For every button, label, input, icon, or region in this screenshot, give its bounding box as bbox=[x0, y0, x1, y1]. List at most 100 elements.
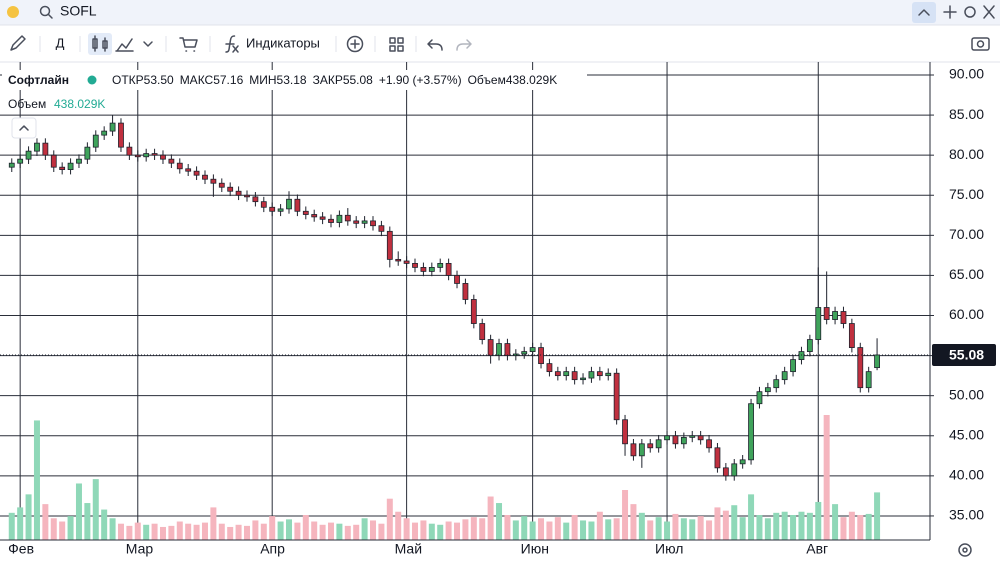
legend-toggle[interactable] bbox=[11, 117, 37, 139]
candle-body bbox=[680, 436, 687, 445]
volume-bar bbox=[622, 490, 629, 540]
screenshot-icon[interactable] bbox=[971, 37, 990, 51]
volume-bar bbox=[731, 505, 738, 540]
y-tick-label: 60.00 bbox=[949, 306, 984, 322]
volume-bar bbox=[319, 524, 326, 540]
volume-bar bbox=[756, 515, 763, 540]
volume-bar bbox=[25, 494, 32, 540]
settings-icon[interactable] bbox=[958, 543, 972, 557]
redo-icon[interactable] bbox=[456, 39, 472, 51]
indicators-button[interactable]: Индикаторы bbox=[246, 35, 320, 50]
candle-body bbox=[874, 354, 880, 369]
candle-body bbox=[168, 158, 175, 164]
volume-bar bbox=[395, 511, 402, 540]
cart-icon[interactable] bbox=[179, 37, 198, 52]
volume-bar bbox=[151, 523, 158, 540]
settings-icon[interactable] bbox=[964, 6, 976, 18]
undo-icon[interactable] bbox=[427, 39, 443, 51]
candle-body bbox=[647, 443, 654, 449]
candle-body bbox=[185, 168, 192, 172]
volume-bar bbox=[714, 507, 721, 540]
volume-bar bbox=[201, 522, 208, 540]
volume-bar bbox=[865, 513, 872, 540]
volume-bar bbox=[428, 523, 435, 540]
candle-body bbox=[118, 122, 124, 148]
volume-bar bbox=[336, 523, 343, 540]
layout-icon[interactable] bbox=[389, 37, 404, 52]
instrument-name: Софтлайн bbox=[8, 73, 69, 87]
volume-bar bbox=[386, 498, 393, 540]
candle-body bbox=[193, 170, 200, 176]
candles-button[interactable] bbox=[88, 33, 112, 55]
candle-body bbox=[176, 162, 183, 170]
candle-body bbox=[571, 371, 578, 381]
volume-bar bbox=[806, 512, 813, 540]
legend-bg bbox=[2, 70, 587, 90]
status-dot bbox=[7, 6, 19, 18]
volume-bar bbox=[168, 525, 175, 540]
candle-body bbox=[790, 359, 796, 373]
chevron-down[interactable] bbox=[143, 41, 153, 47]
volume-bar bbox=[496, 503, 503, 540]
legend-item: МИН53.18 bbox=[249, 73, 307, 87]
volume-bar bbox=[328, 522, 335, 540]
candle-body bbox=[588, 371, 595, 379]
timeframe[interactable]: Д bbox=[56, 35, 65, 50]
volume-bar bbox=[672, 513, 679, 540]
add-icon[interactable] bbox=[943, 5, 957, 19]
candle-body bbox=[202, 174, 208, 180]
y-tick-label: 40.00 bbox=[949, 467, 984, 483]
candle-body bbox=[823, 307, 830, 320]
volume-bar bbox=[8, 512, 15, 540]
volume-bar bbox=[748, 494, 755, 540]
candle-body bbox=[109, 122, 116, 132]
y-tick-label: 70.00 bbox=[949, 226, 984, 242]
volume-bar bbox=[664, 521, 671, 540]
indicators-icon[interactable] bbox=[225, 35, 239, 53]
ohlc-legend: ОТКР53.50 МАКС57.16 МИН53.18 ЗАКР55.08 +1.90… bbox=[112, 73, 557, 87]
candle-body bbox=[336, 214, 343, 223]
compare-icon[interactable] bbox=[346, 35, 364, 53]
candle-body bbox=[328, 218, 334, 223]
candle-body bbox=[630, 443, 637, 457]
volume-bar bbox=[412, 522, 419, 540]
candle-body bbox=[512, 353, 519, 356]
search-icon[interactable] bbox=[39, 5, 53, 19]
volume-bar bbox=[285, 519, 292, 540]
last-price-label: 55.08 bbox=[949, 347, 984, 363]
candle-body bbox=[554, 371, 561, 377]
legend-item: МАКС57.16 bbox=[180, 73, 244, 87]
volume-bar bbox=[260, 523, 267, 540]
close-icon[interactable] bbox=[983, 5, 995, 19]
volume-bar bbox=[59, 521, 66, 540]
chart-type-icon[interactable] bbox=[115, 38, 134, 52]
volume-bar bbox=[50, 518, 57, 540]
collapse-button[interactable] bbox=[912, 2, 936, 23]
draw-icon[interactable] bbox=[10, 35, 26, 51]
volume-bar bbox=[277, 521, 284, 540]
legend-item: ЗАКР55.08 bbox=[313, 73, 374, 87]
candle-body bbox=[59, 166, 66, 170]
chevron-up bbox=[19, 125, 29, 131]
candle-body bbox=[529, 347, 536, 352]
y-tick-label: 85.00 bbox=[949, 106, 984, 122]
candle-body bbox=[655, 439, 662, 449]
volume-bar bbox=[361, 518, 368, 540]
candle-body bbox=[857, 347, 864, 389]
candle-body bbox=[67, 162, 74, 170]
candle-body bbox=[252, 196, 259, 203]
candle-body bbox=[403, 260, 410, 264]
volume-bar bbox=[252, 520, 259, 540]
volume-bar bbox=[218, 523, 225, 540]
candle-body bbox=[437, 262, 444, 268]
candle-body bbox=[596, 371, 603, 377]
candle-body bbox=[235, 190, 242, 196]
candle-body bbox=[126, 146, 133, 156]
candle-body bbox=[76, 158, 82, 164]
candle-body bbox=[92, 134, 99, 148]
candle-body bbox=[84, 146, 91, 160]
candle-body bbox=[697, 435, 704, 441]
symbol[interactable]: SOFL bbox=[60, 3, 97, 19]
volume-bar bbox=[680, 518, 687, 540]
